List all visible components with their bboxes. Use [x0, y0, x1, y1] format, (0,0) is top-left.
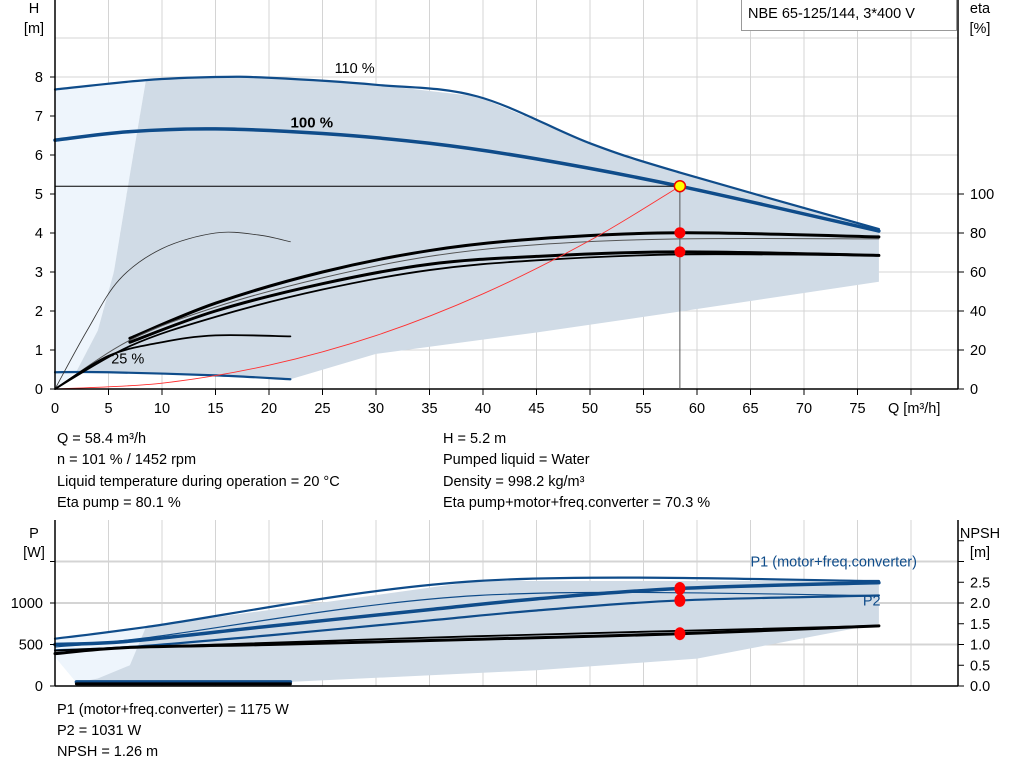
x-tick-label: 25 — [314, 401, 330, 417]
curve-system-curve — [54, 185, 681, 390]
x-tick-label: 45 — [528, 401, 544, 417]
x-tick-label: 60 — [689, 401, 705, 417]
info-q: Q = 58.4 m³/h — [57, 431, 147, 447]
y2-tick-label: 0 — [970, 382, 978, 398]
info-pumped-liquid: Pumped liquid = Water — [443, 452, 590, 468]
info-h: H = 5.2 m — [443, 431, 507, 447]
x-tick-label: 50 — [582, 401, 598, 417]
y-tick-label: 8 — [35, 70, 43, 86]
series-label: P2 — [863, 593, 881, 609]
y-axis-title: H — [29, 1, 39, 17]
operating-point-eta — [674, 227, 686, 239]
curve-label: 110 % — [335, 61, 375, 77]
pump-title: NBE 65-125/144, 3*400 V — [741, 0, 957, 31]
x-tick-label: 5 — [104, 401, 112, 417]
x-tick-label: 15 — [207, 401, 223, 417]
x-tick-label: 30 — [368, 401, 384, 417]
duty-point — [673, 179, 687, 193]
y2-axis-title: NPSH — [960, 526, 1000, 542]
x-tick-label: 70 — [796, 401, 812, 417]
chart-1 — [50, 520, 964, 687]
y-axis-title: P — [29, 526, 39, 542]
operating-point-power — [674, 627, 686, 641]
curve-series-8 — [54, 231, 291, 390]
y-tick-label: 7 — [35, 109, 43, 125]
curve-label: 25 % — [111, 352, 144, 368]
area-light — [55, 80, 146, 390]
x-tick-label: 20 — [261, 401, 277, 417]
x-tick-label: 55 — [635, 401, 651, 417]
y2-tick-label: 40 — [970, 304, 986, 320]
y2-tick-label: 0.5 — [970, 658, 990, 674]
info-p1: P1 (motor+freq.converter) = 1175 W — [57, 702, 289, 718]
y2-tick-label: 100 — [970, 187, 994, 203]
x-axis-title: Q [m³/h] — [888, 401, 940, 417]
y-tick-label: 0 — [35, 679, 43, 695]
y-tick-label: 6 — [35, 148, 43, 164]
y2-axis-title: eta — [970, 1, 991, 17]
curve-p1-100- — [53, 580, 881, 647]
curve-npsh-110- — [54, 624, 880, 652]
x-tick-label: 0 — [51, 401, 59, 417]
curve-series-5 — [128, 250, 881, 344]
area-dark — [76, 77, 879, 380]
x-tick-label: 10 — [154, 401, 170, 417]
x-tick-label: 35 — [421, 401, 437, 417]
y2-tick-label: 2.0 — [970, 596, 990, 612]
info-p2: P2 = 1031 W — [57, 723, 142, 739]
operating-point-power — [674, 593, 686, 607]
y-tick-label: 500 — [19, 638, 43, 654]
y2-tick-label: 80 — [970, 226, 986, 242]
y-tick-label: 1 — [35, 343, 43, 359]
y2-tick-label: 20 — [970, 343, 986, 359]
curve-series-7 — [54, 334, 292, 390]
chart-0 — [50, 0, 964, 395]
info-npsh: NPSH = 1.26 m — [57, 744, 159, 760]
y2-tick-label: 1.0 — [970, 638, 990, 654]
y-axis-unit: [W] — [23, 545, 45, 561]
curve-p1-110- — [53, 576, 880, 640]
x-tick-label: 75 — [849, 401, 865, 417]
curve-110- — [53, 75, 880, 231]
info-liquid-temperature: Liquid temperature during operation = 20… — [57, 474, 340, 490]
curve-series-4 — [54, 237, 880, 390]
y-axis-unit: [m] — [24, 21, 44, 37]
y2-tick-label: 0.0 — [970, 679, 990, 695]
y2-axis-unit: [%] — [970, 21, 991, 37]
x-tick-label: 40 — [475, 401, 491, 417]
info-density: Density = 998.2 kg/m³ — [443, 474, 585, 490]
y-tick-label: 3 — [35, 265, 43, 281]
operating-point-eta — [674, 246, 686, 258]
x-tick-label: 65 — [742, 401, 758, 417]
y2-tick-label: 2.5 — [970, 575, 990, 591]
info-eta-pump: Eta pump = 80.1 % — [57, 495, 181, 511]
operating-point-power — [674, 581, 686, 595]
info-eta-total: Eta pump+motor+freq.converter = 70.3 % — [443, 495, 711, 511]
info-n: n = 101 % / 1452 rpm — [57, 452, 197, 468]
y-tick-label: 0 — [35, 382, 43, 398]
y-tick-label: 2 — [35, 304, 43, 320]
series-label: P1 (motor+freq.converter) — [751, 554, 917, 570]
y2-axis-unit: [m] — [970, 545, 990, 561]
curve-p2-110- — [54, 591, 880, 648]
y-tick-label: 5 — [35, 187, 43, 203]
y2-tick-label: 1.5 — [970, 617, 990, 633]
curve-series-3 — [128, 231, 881, 340]
curve-label: 100 % — [291, 115, 334, 132]
y-tick-label: 4 — [35, 226, 43, 242]
y2-tick-label: 60 — [970, 265, 986, 281]
y-tick-label: 1000 — [11, 596, 43, 612]
